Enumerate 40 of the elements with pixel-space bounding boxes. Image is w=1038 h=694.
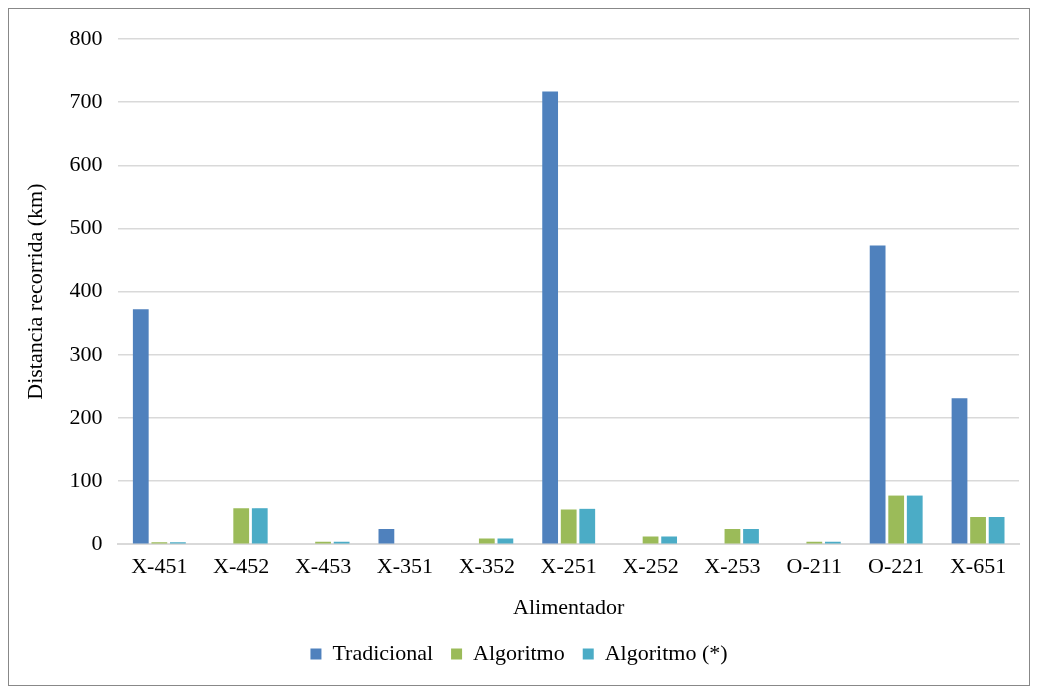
y-tick-label: 0 [91, 529, 103, 555]
legend-label: Algoritmo [473, 639, 565, 665]
y-tick-label: 300 [69, 340, 103, 366]
y-tick-label: 400 [69, 277, 103, 303]
legend-label: Algoritmo (*) [604, 639, 728, 665]
bar [743, 529, 759, 544]
bar [542, 91, 559, 544]
x-tick-label: X-251 [540, 553, 597, 579]
y-tick-label: 700 [69, 87, 103, 113]
y-tick-label: 200 [69, 403, 103, 429]
bar [378, 529, 395, 544]
x-tick-label: X-651 [949, 553, 1007, 579]
x-tick-label: X-451 [131, 553, 188, 579]
bar [951, 398, 968, 544]
x-tick-label: O-211 [786, 553, 843, 579]
bar [251, 508, 268, 544]
y-tick-label: 600 [69, 151, 103, 177]
y-tick-label: 100 [69, 466, 103, 492]
bar [888, 495, 905, 544]
bar [988, 517, 1005, 544]
x-tick-label: X-453 [294, 553, 352, 579]
x-tick-label: X-452 [213, 553, 270, 579]
y-tick-label: 500 [69, 214, 103, 240]
bar [579, 508, 596, 544]
x-tick-label: X-352 [458, 553, 515, 579]
y-axis-title: Distancia recorrida (km) [21, 183, 47, 400]
x-tick-label: X-253 [704, 553, 761, 579]
bar [724, 529, 741, 544]
x-tick-label: O-221 [868, 553, 925, 579]
bar [970, 517, 986, 544]
x-axis-title: Alimentador [513, 593, 625, 619]
legend-label: Tradicional [332, 639, 434, 665]
bar [233, 508, 250, 544]
bar [906, 495, 923, 544]
x-tick-label: X-252 [622, 553, 679, 579]
bar [560, 509, 577, 544]
x-tick-label: X-351 [376, 553, 434, 579]
y-tick-label: 800 [69, 24, 103, 50]
bar [132, 309, 149, 544]
bar [869, 245, 886, 544]
